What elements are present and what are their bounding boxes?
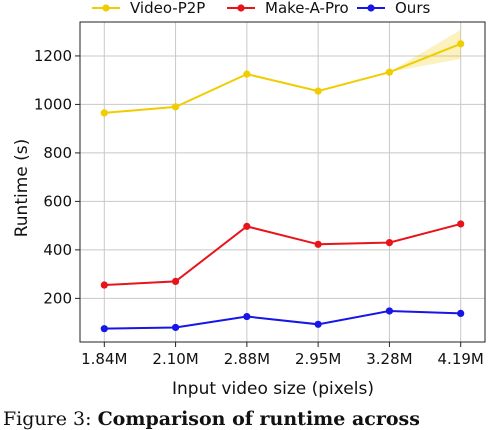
y-axis-ticks: 200 400 600 800 1000 1200 xyxy=(34,47,80,307)
x-tick-label: 4.19M xyxy=(438,350,484,368)
y-tick-label: 400 xyxy=(43,241,72,259)
data-point xyxy=(457,309,465,317)
data-point xyxy=(314,240,322,248)
series-points xyxy=(100,40,465,333)
data-point xyxy=(385,68,394,76)
data-point xyxy=(100,325,108,333)
data-point xyxy=(243,312,251,321)
band-video-p2p xyxy=(389,29,461,73)
data-point xyxy=(171,103,180,111)
series-line-video-p2p xyxy=(104,42,462,114)
x-tick-label: 2.95M xyxy=(295,350,341,368)
y-tick-label: 200 xyxy=(43,289,72,307)
y-axis-label: Runtime (s) xyxy=(12,139,32,238)
data-point xyxy=(385,307,394,315)
legend-label: Make-A-Pro xyxy=(265,0,349,17)
x-axis-ticks: 1.84M 2.10M 2.88M 2.95M 3.28M 4.19M xyxy=(81,342,484,368)
x-tick-label: 1.84M xyxy=(81,350,127,368)
y-tick-label: 800 xyxy=(43,144,72,162)
series-lines xyxy=(104,42,462,330)
data-point xyxy=(457,40,465,48)
data-point xyxy=(171,323,180,332)
confidence-bands xyxy=(389,29,461,73)
data-point xyxy=(385,239,394,247)
data-point xyxy=(243,222,251,230)
series-line-ours xyxy=(104,309,461,330)
x-tick-label: 2.10M xyxy=(152,350,198,368)
x-axis-label: Input video size (pixels) xyxy=(172,379,374,399)
legend-marker xyxy=(237,4,245,12)
data-point xyxy=(314,87,322,95)
legend-marker xyxy=(367,4,375,12)
figure-caption: Figure 3: Comparison of runtime across xyxy=(3,408,420,430)
y-tick-label: 1200 xyxy=(34,47,72,65)
data-point xyxy=(100,281,108,289)
y-tick-label: 600 xyxy=(43,192,72,210)
x-tick-label: 3.28M xyxy=(366,350,412,368)
caption-bold: Comparison of runtime across xyxy=(98,408,420,430)
y-tick-label: 1000 xyxy=(34,95,72,113)
plot-frame xyxy=(79,21,486,343)
legend-label: Video-P2P xyxy=(130,0,205,17)
legend-marker xyxy=(102,4,110,12)
data-point xyxy=(100,109,108,117)
grid-lines xyxy=(80,22,485,342)
series-line-make-a-pro xyxy=(104,222,461,287)
data-point xyxy=(457,220,465,228)
caption-prefix: Figure 3: xyxy=(3,408,98,430)
data-point xyxy=(171,277,180,285)
data-point xyxy=(314,320,322,328)
data-point xyxy=(243,70,251,78)
legend-label: Ours xyxy=(395,0,430,17)
legend: Video-P2P Make-A-Pro Ours xyxy=(92,0,430,17)
x-tick-label: 2.88M xyxy=(224,350,270,368)
